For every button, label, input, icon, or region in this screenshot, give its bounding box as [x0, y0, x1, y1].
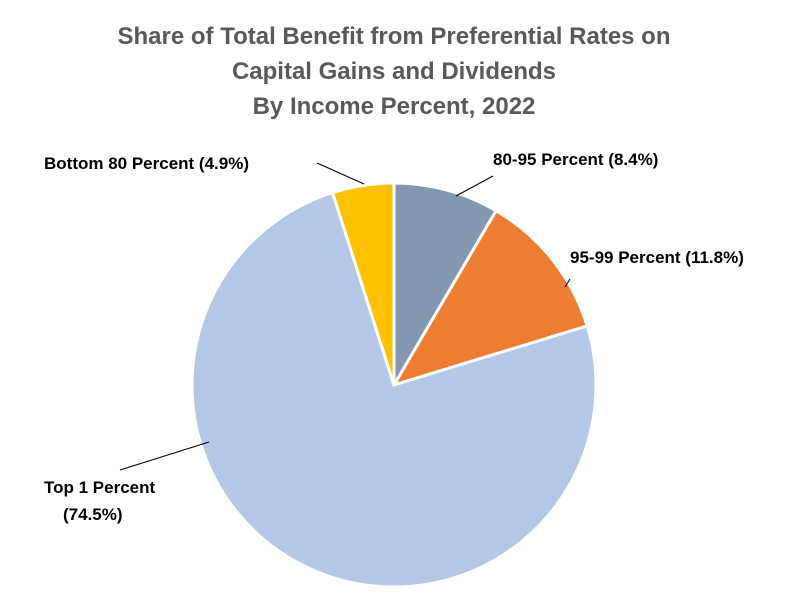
data-label-top-1-percent: Top 1 Percent — [44, 478, 155, 497]
leader-lines — [119, 162, 571, 471]
pie-slice-top-1-percent — [190, 190, 598, 589]
leader-line-95-99-percent — [564, 278, 571, 288]
chart-title: Share of Total Benefit from Preferential… — [118, 23, 671, 120]
chart-title-line-2: Capital Gains and Dividends — [232, 58, 556, 85]
pie-slice-95-99-percent — [390, 208, 590, 388]
data-label-top-1-percent-line-2: (74.5%) — [63, 505, 123, 524]
pie-slice-80-95-percent — [392, 181, 499, 391]
data-labels: 80-95 Percent (8.4%) 95-99 Percent (11.8%… — [44, 150, 744, 524]
chart-title-line-3: By Income Percent, 2022 — [253, 93, 536, 120]
data-label-80-95-percent: 80-95 Percent (8.4%) — [493, 150, 658, 169]
data-label-95-99-percent: 95-99 Percent (11.8%) — [570, 248, 744, 267]
pie-slices — [190, 181, 598, 589]
data-label-bottom-80-percent: Bottom 80 Percent (4.9%) — [44, 154, 249, 173]
leader-line-top-1-percent — [119, 441, 210, 471]
leader-line-80-95-percent — [455, 175, 494, 197]
pie-slice-bottom-80-percent — [330, 181, 396, 386]
leader-line-bottom-80-percent — [316, 162, 365, 185]
chart-title-line-1: Share of Total Benefit from Preferential… — [118, 23, 671, 50]
